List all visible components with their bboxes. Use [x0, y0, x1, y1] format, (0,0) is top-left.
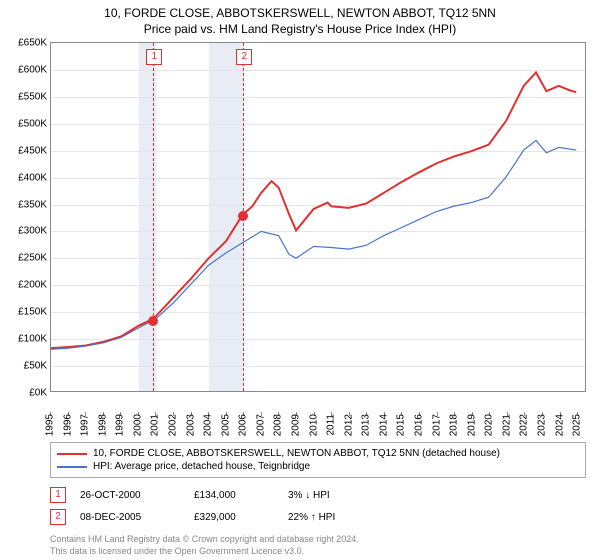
event-hpi-diff: 3% ↓ HPI: [288, 490, 330, 501]
x-axis-label: 1996: [62, 414, 73, 436]
x-axis-label: 2010: [308, 414, 319, 436]
x-axis-label: 2023: [537, 414, 548, 436]
event-date: 08-DEC-2005: [80, 512, 180, 523]
x-axis-label: 2016: [414, 414, 425, 436]
event-price: £134,000: [194, 490, 274, 501]
y-axis-label: £200K: [18, 280, 47, 291]
legend-label: HPI: Average price, detached house, Teig…: [93, 461, 310, 472]
x-axis-label: 2004: [203, 414, 214, 436]
x-axis-label: 2022: [519, 414, 530, 436]
series-property: [51, 72, 576, 348]
y-axis-label: £550K: [18, 91, 47, 102]
event-number: 1: [50, 487, 66, 503]
y-axis-label: £450K: [18, 145, 47, 156]
event-date: 26-OCT-2000: [80, 490, 180, 501]
x-axis-label: 2021: [501, 414, 512, 436]
event-row: 2 08-DEC-2005 £329,000 22% ↑ HPI: [50, 506, 586, 528]
x-axis-label: 2015: [396, 414, 407, 436]
legend-label: 10, FORDE CLOSE, ABBOTSKERSWELL, NEWTON …: [93, 448, 500, 459]
event-hpi-diff: 22% ↑ HPI: [288, 512, 335, 523]
x-axis-label: 2009: [291, 414, 302, 436]
x-axis-label: 2019: [466, 414, 477, 436]
price-events: 1 26-OCT-2000 £134,000 3% ↓ HPI 2 08-DEC-2005…: [50, 484, 586, 528]
x-axis-label: 2008: [273, 414, 284, 436]
y-axis-label: £250K: [18, 253, 47, 264]
data-attribution: Contains HM Land Registry data © Crown c…: [50, 534, 586, 557]
x-axis-label: 2013: [361, 414, 372, 436]
x-axis-label: 1995: [45, 414, 56, 436]
sale-point: [148, 316, 158, 326]
chart-title-address: 10, FORDE CLOSE, ABBOTSKERSWELL, NEWTON …: [10, 6, 590, 20]
x-axis-label: 2024: [554, 414, 565, 436]
sale-point: [238, 211, 248, 221]
y-axis-label: £0K: [29, 388, 47, 399]
chart-title-sub: Price paid vs. HM Land Registry's House …: [10, 22, 590, 36]
chart-area: £0K£50K£100K£150K£200K£250K£300K£350K£40…: [50, 42, 586, 412]
event-price: £329,000: [194, 512, 274, 523]
x-axis-label: 2001: [150, 414, 161, 436]
event-row: 1 26-OCT-2000 £134,000 3% ↓ HPI: [50, 484, 586, 506]
legend: 10, FORDE CLOSE, ABBOTSKERSWELL, NEWTON …: [50, 442, 586, 478]
event-marker-2: 2: [236, 49, 252, 65]
legend-item: HPI: Average price, detached house, Teig…: [57, 460, 579, 473]
y-axis-label: £500K: [18, 118, 47, 129]
x-axis-label: 2005: [220, 414, 231, 436]
x-axis-label: 1997: [80, 414, 91, 436]
y-axis-label: £300K: [18, 226, 47, 237]
legend-item: 10, FORDE CLOSE, ABBOTSKERSWELL, NEWTON …: [57, 447, 579, 460]
y-axis-label: £600K: [18, 64, 47, 75]
y-axis-label: £150K: [18, 307, 47, 318]
legend-swatch: [57, 453, 87, 455]
x-axis-label: 1998: [97, 414, 108, 436]
x-axis-label: 2018: [449, 414, 460, 436]
plot-region: £0K£50K£100K£150K£200K£250K£300K£350K£40…: [50, 42, 586, 392]
x-axis-label: 2000: [132, 414, 143, 436]
event-number: 2: [50, 509, 66, 525]
x-axis-label: 2012: [343, 414, 354, 436]
y-axis-label: £650K: [18, 38, 47, 49]
y-axis-label: £50K: [24, 361, 47, 372]
legend-swatch: [57, 466, 87, 468]
y-axis-label: £100K: [18, 334, 47, 345]
x-axis-label: 2014: [378, 414, 389, 436]
footer-line-2: This data is licensed under the Open Gov…: [50, 546, 586, 558]
x-axis-label: 2011: [326, 414, 337, 436]
x-axis-label: 1999: [115, 414, 126, 436]
x-axis-label: 2017: [431, 414, 442, 436]
x-axis-label: 2025: [572, 414, 583, 436]
y-axis-label: £350K: [18, 199, 47, 210]
series-hpi: [51, 140, 576, 349]
footer-line-1: Contains HM Land Registry data © Crown c…: [50, 534, 586, 546]
x-axis-label: 2020: [484, 414, 495, 436]
x-axis-label: 2003: [185, 414, 196, 436]
x-axis-label: 2007: [255, 414, 266, 436]
y-axis-label: £400K: [18, 172, 47, 183]
event-marker-1: 1: [146, 49, 162, 65]
x-axis-label: 2006: [238, 414, 249, 436]
x-axis-label: 2002: [168, 414, 179, 436]
